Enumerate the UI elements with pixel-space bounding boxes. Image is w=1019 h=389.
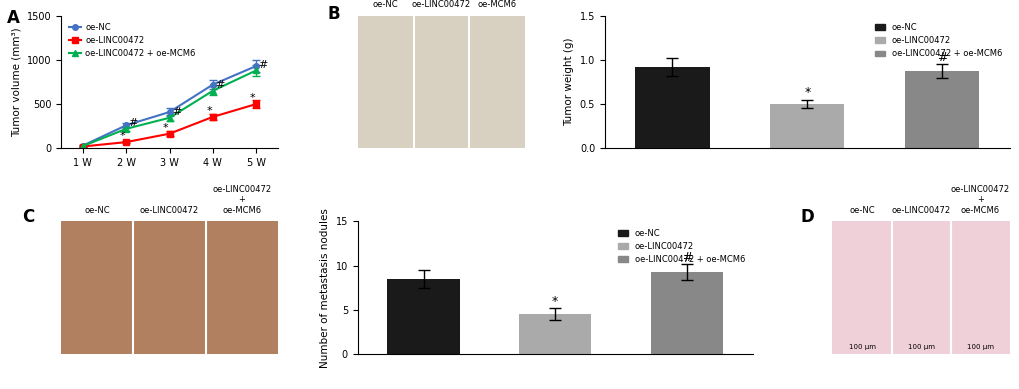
Text: A: A	[7, 9, 20, 27]
Text: oe-NC: oe-NC	[85, 206, 110, 215]
Legend: oe-NC, oe-LINC00472, oe-LINC00472 + oe-MCM6: oe-NC, oe-LINC00472, oe-LINC00472 + oe-M…	[871, 20, 1005, 62]
Bar	[519, 314, 591, 354]
Bar	[387, 279, 460, 354]
Text: B: B	[327, 5, 340, 23]
Text: oe-LINC00472
+
oe-MCM6: oe-LINC00472 + oe-MCM6	[950, 185, 1009, 215]
Text: #: #	[128, 118, 138, 128]
Text: oe-LINC00472: oe-LINC00472	[891, 206, 950, 215]
Legend: oe-NC, oe-LINC00472, oe-LINC00472 + oe-MCM6: oe-NC, oe-LINC00472, oe-LINC00472 + oe-M…	[614, 226, 748, 268]
Text: oe-LINC00472
+
oe-MCM6: oe-LINC00472 + oe-MCM6	[212, 185, 271, 215]
Text: D: D	[800, 208, 813, 226]
Text: #: #	[936, 51, 947, 64]
Text: #: #	[215, 80, 224, 90]
Text: #: #	[258, 60, 268, 70]
Text: *: *	[803, 86, 810, 99]
Bar	[904, 71, 978, 148]
Text: *: *	[206, 106, 212, 116]
Text: *: *	[163, 123, 168, 133]
Y-axis label: Tumor weight (g): Tumor weight (g)	[564, 38, 574, 126]
Text: *: *	[250, 93, 255, 103]
Text: 100 μm: 100 μm	[907, 344, 933, 350]
Text: oe-LINC00472: oe-LINC00472	[140, 206, 199, 215]
Bar	[635, 67, 709, 148]
Text: #: #	[681, 251, 692, 264]
Text: #: #	[171, 107, 181, 117]
Text: *: *	[119, 131, 125, 142]
Text: 100 μm: 100 μm	[966, 344, 993, 350]
Text: oe-NC: oe-NC	[849, 206, 874, 215]
Bar	[650, 272, 722, 354]
Text: 100 μm: 100 μm	[848, 344, 874, 350]
Y-axis label: Tumor volume (mm³): Tumor volume (mm³)	[11, 27, 21, 137]
Bar	[769, 104, 844, 148]
Text: oe-NC: oe-NC	[372, 0, 398, 9]
Text: oe-LINC00472: oe-LINC00472	[412, 0, 471, 9]
Text: *: *	[551, 295, 557, 308]
Text: oe-LINC00472
+
oe-MCM6: oe-LINC00472 + oe-MCM6	[468, 0, 526, 9]
Legend: oe-NC, oe-LINC00472, oe-LINC00472 + oe-MCM6: oe-NC, oe-LINC00472, oe-LINC00472 + oe-M…	[65, 20, 199, 62]
Text: C: C	[22, 208, 35, 226]
Y-axis label: Number of metastasis nodules: Number of metastasis nodules	[320, 208, 330, 368]
